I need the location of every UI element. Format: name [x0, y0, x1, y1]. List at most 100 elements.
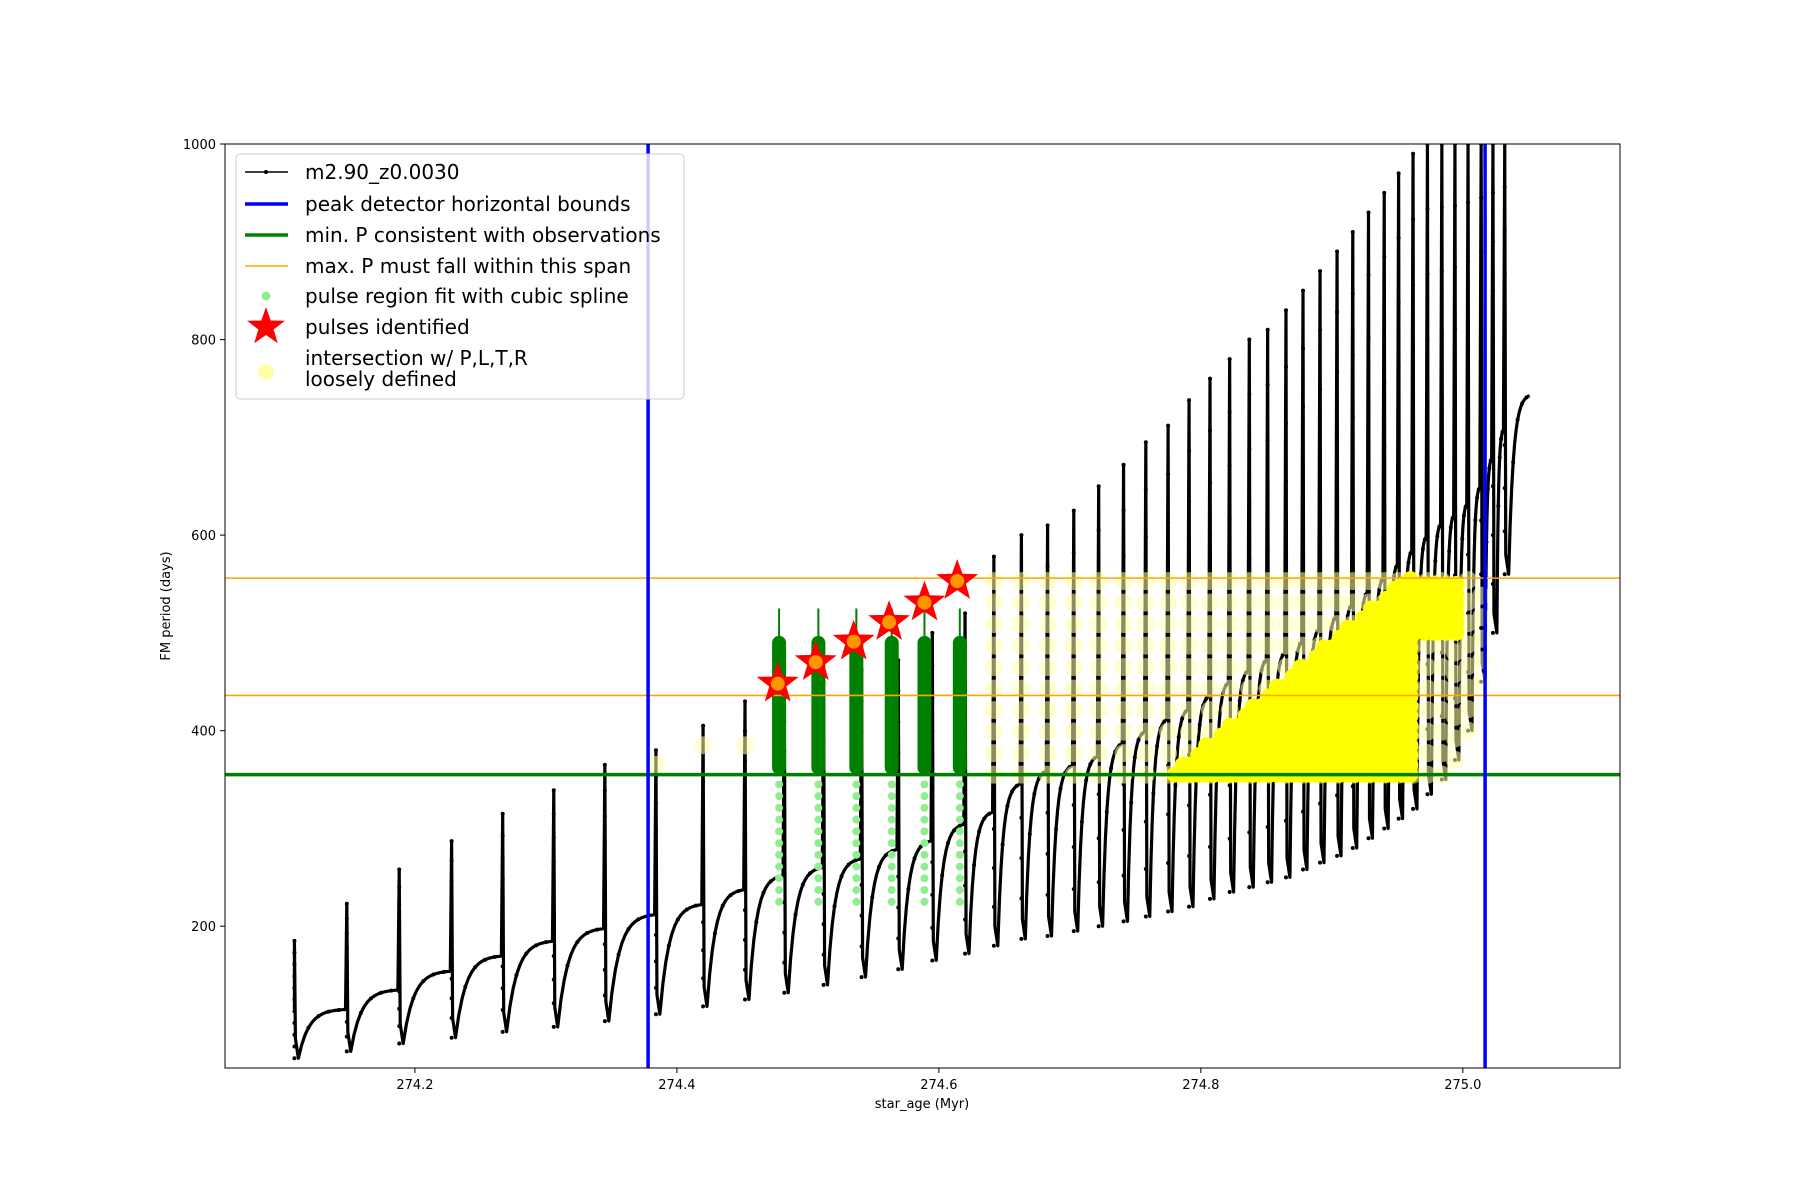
track-marker [551, 906, 556, 911]
track-marker [1318, 505, 1323, 510]
track-marker [701, 1004, 706, 1009]
track-marker [602, 993, 607, 998]
track-marker [500, 1029, 505, 1034]
track-marker [1511, 460, 1516, 465]
intersection-point [1180, 593, 1199, 612]
track-marker [602, 967, 607, 972]
x-axis-label: star_age (Myr) [875, 1097, 969, 1112]
x-tick-label: 274.8 [1182, 1078, 1219, 1093]
track-marker [1104, 809, 1109, 814]
track-marker [693, 903, 698, 908]
legend-intersection-label: loosely defined [305, 367, 457, 391]
track-marker [982, 816, 987, 821]
track-marker [1411, 806, 1416, 811]
y-tick-label: 800 [191, 334, 216, 349]
track-marker [1019, 654, 1024, 659]
track-marker [524, 951, 529, 956]
track-marker [1005, 804, 1010, 809]
track-marker [1396, 494, 1401, 498]
track-marker [1350, 846, 1355, 850]
spline-point [814, 792, 823, 801]
track-marker [761, 890, 766, 895]
track-marker [1502, 400, 1507, 405]
track-marker [951, 828, 956, 833]
track-marker [1382, 318, 1387, 322]
track-marker [821, 982, 826, 987]
track-marker [653, 853, 658, 858]
track-marker [963, 917, 968, 922]
track-marker [1475, 495, 1480, 500]
intersection-point [1240, 636, 1259, 655]
track-marker [1479, 518, 1484, 523]
intersection-point [1159, 572, 1178, 591]
spline-point [814, 803, 823, 812]
track-marker [1466, 318, 1471, 322]
track-marker [1027, 831, 1032, 836]
track-marker [1350, 538, 1355, 542]
track-marker [1208, 532, 1213, 537]
y-tick-label: 400 [191, 725, 216, 740]
track-marker [1247, 392, 1252, 397]
track-marker [1019, 856, 1024, 861]
track-marker [1524, 395, 1529, 400]
track-marker [701, 864, 706, 869]
track-marker [514, 973, 519, 978]
intersection-point [1328, 572, 1347, 591]
intersection-point [1201, 572, 1220, 591]
track-marker [1032, 791, 1037, 796]
intersection-point [1159, 636, 1178, 655]
track-marker [1382, 190, 1387, 195]
track-marker [449, 858, 454, 863]
spline-point [814, 850, 823, 859]
intersection-point [1038, 722, 1057, 741]
track-marker [1490, 190, 1495, 195]
track-marker [636, 917, 641, 922]
track-marker [492, 954, 497, 959]
intersection-point [1276, 636, 1295, 655]
intersection-point [1064, 615, 1083, 634]
track-marker [1187, 398, 1192, 403]
track-marker [1283, 308, 1288, 313]
spline-point [852, 874, 861, 883]
track-marker [397, 1006, 402, 1011]
track-marker [701, 920, 706, 925]
intersection-point [1089, 744, 1108, 763]
intersection-point [1220, 572, 1239, 591]
track-marker [743, 729, 748, 734]
track-marker [1452, 326, 1457, 331]
track-marker [1497, 455, 1502, 460]
intersection-point [1258, 572, 1277, 591]
track-marker [1461, 513, 1466, 518]
track-marker [551, 977, 556, 982]
track-marker [821, 952, 826, 957]
track-marker [1096, 792, 1101, 797]
track-marker [1466, 259, 1471, 264]
intersection-point [984, 679, 1003, 698]
track-marker [743, 967, 748, 972]
intersection-point [736, 736, 755, 755]
track-marker [859, 821, 864, 826]
intersection-point [1159, 593, 1178, 612]
intersection-point [1328, 593, 1347, 612]
track-marker [1520, 401, 1525, 406]
track-marker [782, 870, 787, 875]
track-marker [1096, 836, 1101, 841]
track-marker [1408, 551, 1413, 556]
intersection-point [1114, 636, 1133, 655]
track-marker [1227, 890, 1232, 894]
track-marker [1425, 402, 1430, 407]
track-marker [565, 963, 570, 968]
spline-point [775, 874, 784, 883]
track-marker [1488, 458, 1493, 463]
intersection-point [1064, 636, 1083, 655]
intersection-point [1418, 722, 1437, 741]
track-marker [684, 907, 689, 912]
track-marker [1366, 836, 1371, 841]
track-marker [316, 1014, 321, 1019]
track-marker [500, 898, 505, 903]
track-marker [449, 1035, 454, 1040]
track-marker [896, 967, 901, 972]
pulse-star-center [770, 676, 785, 691]
plot-frame [224, 143, 1621, 1069]
